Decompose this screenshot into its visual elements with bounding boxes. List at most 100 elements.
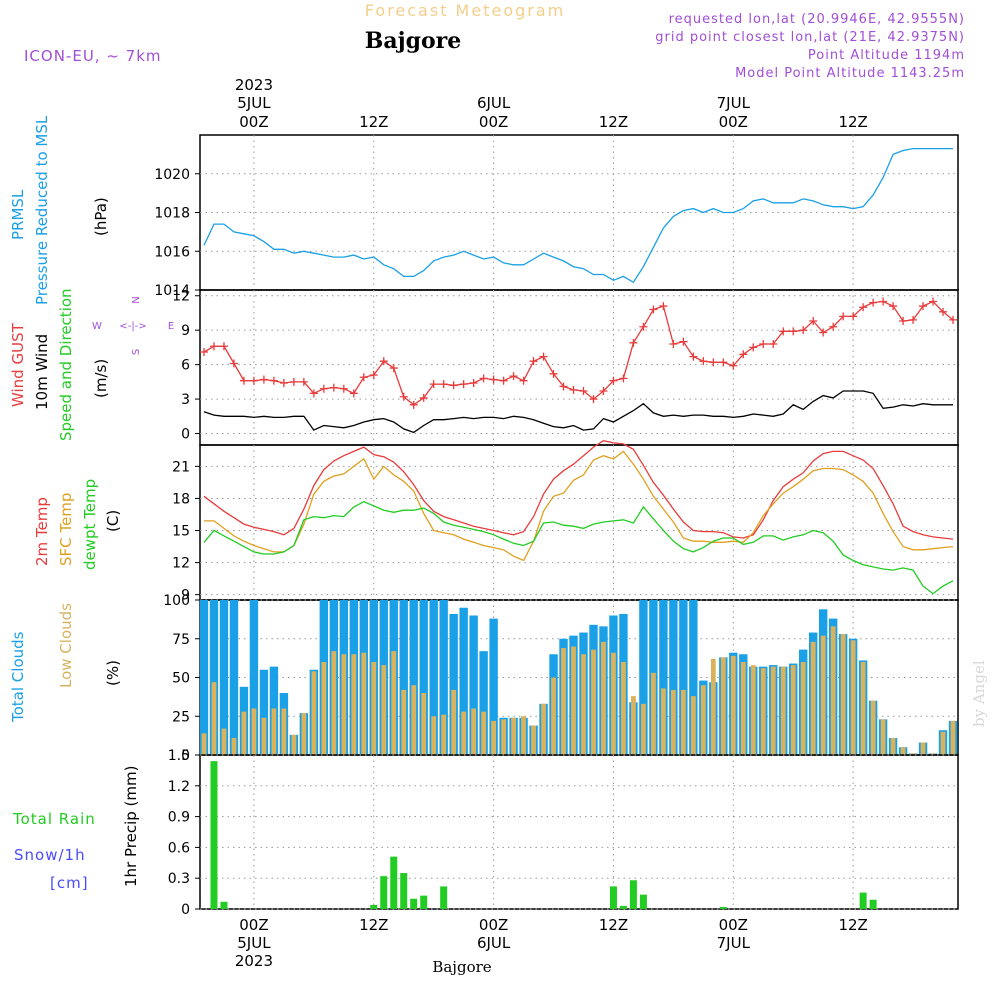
compass-e: E	[168, 321, 174, 332]
gust-marker	[379, 357, 388, 366]
gust-marker	[629, 338, 638, 347]
gust-marker	[599, 387, 608, 396]
gust-marker	[569, 385, 578, 394]
gust-marker	[619, 374, 628, 383]
rain-bar	[390, 856, 398, 909]
low-cloud-bar	[900, 747, 906, 755]
bottom-time-label: 00Z	[719, 916, 748, 934]
compass-s: S	[131, 349, 142, 355]
rain-bar	[420, 895, 428, 909]
gust-marker	[809, 317, 818, 325]
ytick-label-precip: 0.9	[168, 810, 190, 826]
gust-marker	[779, 327, 788, 336]
total-cloud-bar	[429, 600, 438, 755]
point-altitude: Point Altitude 1194m	[808, 48, 965, 63]
gust-marker	[879, 297, 888, 306]
gust-marker	[659, 302, 668, 311]
gust-marker	[449, 381, 458, 390]
gust-marker	[349, 389, 358, 398]
low-cloud-bar	[481, 711, 487, 755]
total-cloud-bar	[659, 600, 668, 755]
low-cloud-bar	[930, 753, 936, 755]
gust-marker	[249, 376, 258, 385]
low-cloud-bar	[581, 654, 586, 755]
low-cloud-bar	[341, 654, 347, 755]
rain-bar	[410, 898, 418, 909]
low-cloud-bar	[491, 720, 497, 755]
ytick-label-precip: 0	[181, 902, 190, 918]
panel-frame-wind	[199, 289, 959, 446]
gust-marker	[939, 307, 948, 316]
low-cloud-bar	[690, 696, 696, 755]
ytick-label-pressure: 1018	[154, 206, 190, 222]
gust-marker	[369, 370, 378, 379]
bottom-time-label: 00Z	[479, 916, 508, 934]
rain-bar	[619, 905, 627, 909]
gust-marker	[209, 342, 218, 351]
low-cloud-bar	[501, 719, 506, 755]
top-time-label: 2023	[235, 76, 273, 94]
footer-location: Bajgore	[432, 958, 491, 976]
low-cloud-bar	[740, 662, 746, 755]
compass-rose-icon: N W E S <-|->	[92, 296, 174, 355]
wind-unit: (m/s)	[92, 359, 110, 398]
low-cloud-bar	[251, 708, 257, 755]
gust-marker	[769, 339, 778, 348]
gust-marker	[529, 357, 538, 366]
pressure-label-prmsl: PRMSL	[9, 189, 27, 240]
ytick-label-clouds: 50	[172, 671, 190, 687]
low-cloud-bar	[820, 635, 826, 755]
rain-bar	[370, 904, 378, 909]
series-line-wind-gust	[203, 300, 954, 406]
gust-marker	[709, 358, 718, 367]
watermark: by Angel	[970, 660, 988, 727]
low-cloud-bar	[321, 662, 327, 755]
gust-marker	[669, 339, 678, 348]
low-cloud-bar	[660, 688, 666, 755]
low-cloud-bar	[870, 700, 876, 755]
gust-marker	[239, 376, 248, 385]
bottom-time-label: 5JUL	[237, 934, 271, 952]
low-cloud-bar	[710, 658, 716, 755]
series-line-10m-wind	[203, 390, 953, 434]
gust-marker	[309, 389, 318, 398]
low-cloud-bar	[281, 708, 287, 755]
gust-marker	[439, 380, 448, 389]
low-cloud-bar	[561, 648, 566, 755]
gust-marker	[899, 317, 908, 325]
low-cloud-bar	[571, 646, 576, 755]
gust-marker	[729, 361, 738, 370]
low-cloud-bar	[381, 665, 387, 755]
total-cloud-bar	[419, 600, 428, 755]
low-cloud-bar	[201, 733, 207, 755]
total-cloud-bar	[199, 600, 209, 755]
ytick-label-precip: 1.2	[168, 779, 190, 795]
grid-point-coords: grid point closest lon,lat (21E, 42.9375…	[655, 30, 965, 45]
ytick-label-precip: 1.5	[168, 748, 190, 764]
gust-marker	[229, 359, 238, 368]
top-time-label: 6JUL	[477, 94, 511, 112]
compass-arrows-icon: <-|->	[119, 321, 146, 332]
rain-bar	[220, 901, 228, 909]
total-cloud-bar	[449, 613, 458, 755]
low-cloud-bar	[770, 666, 776, 755]
low-cloud-bar	[950, 720, 956, 755]
total-cloud-bar	[489, 618, 498, 755]
series-line-prmsl	[203, 147, 953, 284]
product-title: Forecast Meteogram	[365, 1, 565, 20]
ytick-label-temperature: 9	[181, 588, 190, 604]
gust-marker	[799, 326, 808, 335]
low-cloud-bar	[810, 641, 816, 755]
gust-marker	[269, 376, 278, 385]
low-cloud-bar	[361, 652, 367, 755]
pressure-unit: (hPa)	[92, 197, 110, 236]
low-cloud-bar	[700, 685, 706, 755]
low-cloud-bar	[271, 708, 277, 755]
wind10m-label: 10m Wind	[33, 334, 51, 410]
panel-frame-temperature	[199, 444, 959, 601]
total-cloud-bar	[209, 600, 219, 755]
rain-bar	[629, 880, 637, 909]
low-cloud-bar	[241, 711, 247, 755]
requested-coords: requested lon,lat (20.9946E, 42.9555N)	[669, 12, 965, 27]
